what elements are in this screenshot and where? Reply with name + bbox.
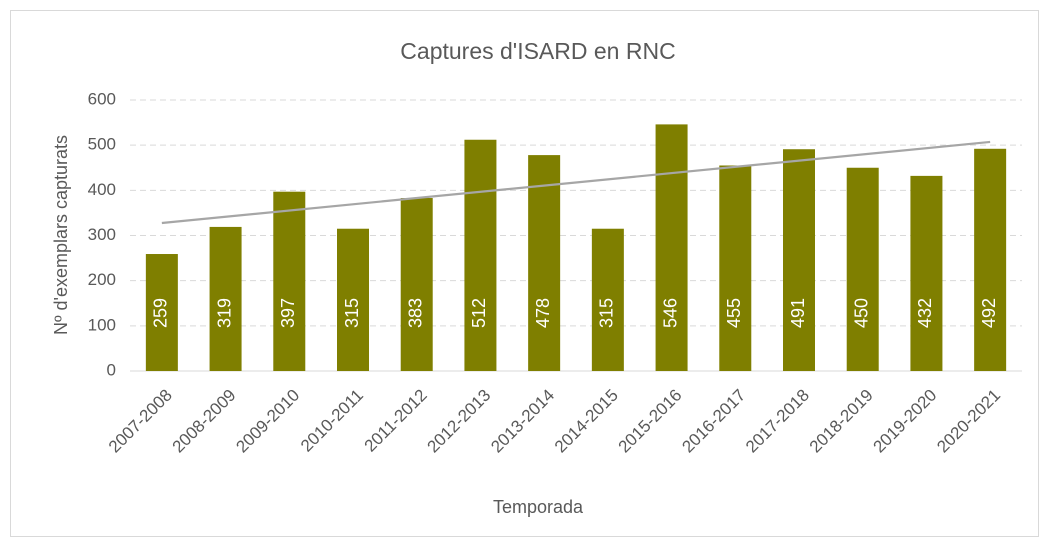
y-tick-label: 600 xyxy=(88,89,116,108)
data-label: 450 xyxy=(851,298,871,328)
bar xyxy=(974,148,1007,371)
y-tick-label: 400 xyxy=(88,180,116,199)
data-label: 383 xyxy=(405,298,425,328)
data-label: 492 xyxy=(979,298,999,328)
bar xyxy=(846,167,879,371)
bar xyxy=(528,155,561,371)
chart-title: Captures d'ISARD en RNC xyxy=(400,38,675,64)
data-label: 315 xyxy=(597,298,617,328)
y-tick-label: 300 xyxy=(88,225,116,244)
bar xyxy=(719,165,752,371)
bar xyxy=(591,228,624,371)
bar xyxy=(209,226,242,371)
x-axis-label: Temporada xyxy=(493,497,584,517)
bar xyxy=(145,254,178,371)
data-label: 478 xyxy=(533,298,553,328)
data-label: 491 xyxy=(788,298,808,328)
trendline xyxy=(161,140,991,225)
data-label: 432 xyxy=(915,298,935,328)
y-tick-label: 0 xyxy=(107,360,116,379)
bar xyxy=(337,228,369,371)
data-label: 512 xyxy=(469,298,489,328)
bar xyxy=(464,139,497,371)
data-label: 546 xyxy=(660,298,680,328)
bar xyxy=(400,198,433,371)
y-tick-label: 500 xyxy=(88,135,116,154)
y-tick-label: 100 xyxy=(88,315,116,334)
y-axis-label: Nº d'exemplars capturats xyxy=(51,135,71,335)
data-label: 315 xyxy=(342,298,362,328)
data-label: 455 xyxy=(724,298,744,328)
bar xyxy=(273,191,306,371)
y-tick-label: 200 xyxy=(88,270,116,289)
data-label: 319 xyxy=(214,298,234,328)
bar xyxy=(655,124,688,371)
bar xyxy=(783,149,815,371)
bar xyxy=(910,175,943,371)
data-label: 397 xyxy=(278,298,298,328)
data-label: 259 xyxy=(151,298,171,328)
